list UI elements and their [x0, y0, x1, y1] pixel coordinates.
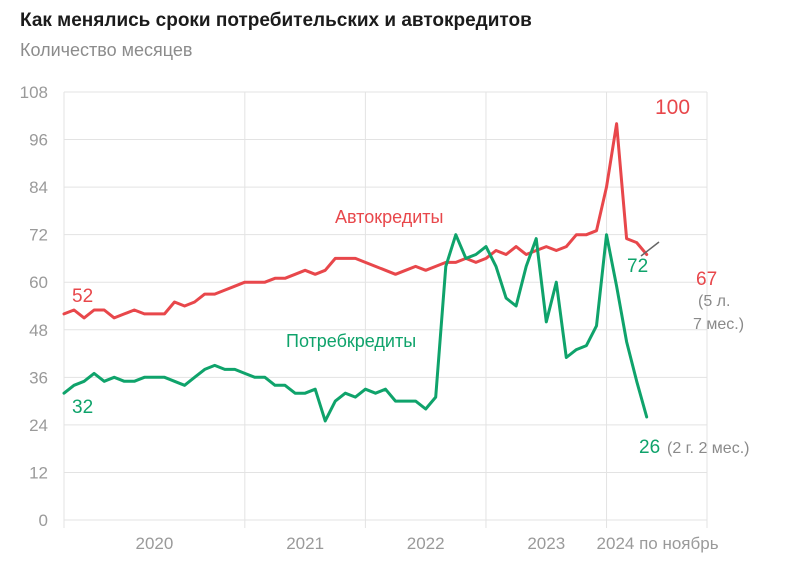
- y-tick-label: 48: [29, 321, 48, 340]
- data-label-consumer-start: 32: [72, 397, 93, 418]
- data-label-auto-note: 7 мес.): [693, 316, 744, 333]
- x-tick-label: 2024 по ноябрь: [597, 534, 719, 553]
- series-label-auto: Автокредиты: [335, 207, 443, 227]
- peak-leader-line: [640, 241, 660, 257]
- y-tick-label: 60: [29, 273, 48, 292]
- series-line-consumer: [62, 233, 649, 423]
- x-tick-label: 2021: [286, 534, 324, 553]
- x-tick-label: 2022: [407, 534, 445, 553]
- series-line-auto: [62, 122, 649, 320]
- chart-title: Как менялись сроки потребительских и авт…: [20, 10, 532, 31]
- data-label-consumer-end: 26: [639, 437, 660, 458]
- annotations: 52 100 67 (5 л. 7 мес.) Автокредиты 32 72 26 (2 г…: [72, 96, 749, 458]
- y-tick-label: 12: [29, 463, 48, 482]
- data-label-auto-end: 67: [696, 269, 717, 290]
- y-tick-label: 0: [39, 511, 48, 530]
- y-tick-label: 108: [20, 83, 48, 102]
- grid-lines: [63, 91, 708, 528]
- data-label-auto-start: 52: [72, 286, 93, 307]
- x-axis-ticks: 2020 2021 2022 2023 2024 по ноябрь: [136, 534, 719, 553]
- data-label-consumer-peak: 72: [627, 256, 648, 277]
- y-axis-ticks: 0 12 24 36 48 60 72 84 96 108: [20, 83, 48, 530]
- y-tick-label: 24: [29, 416, 48, 435]
- x-tick-label: 2023: [527, 534, 565, 553]
- chart-subtitle: Количество месяцев: [20, 40, 193, 60]
- y-tick-label: 36: [29, 368, 48, 387]
- y-tick-label: 72: [29, 226, 48, 245]
- data-label-auto-note: (5 л.: [698, 293, 730, 310]
- data-label-consumer-note: (2 г. 2 мес.): [667, 440, 749, 457]
- y-tick-label: 84: [29, 178, 48, 197]
- data-label-auto-peak: 100: [655, 96, 690, 119]
- x-tick-label: 2020: [136, 534, 174, 553]
- series-lines: [62, 122, 649, 423]
- y-tick-label: 96: [29, 131, 48, 150]
- series-label-consumer: Потребкредиты: [286, 331, 416, 351]
